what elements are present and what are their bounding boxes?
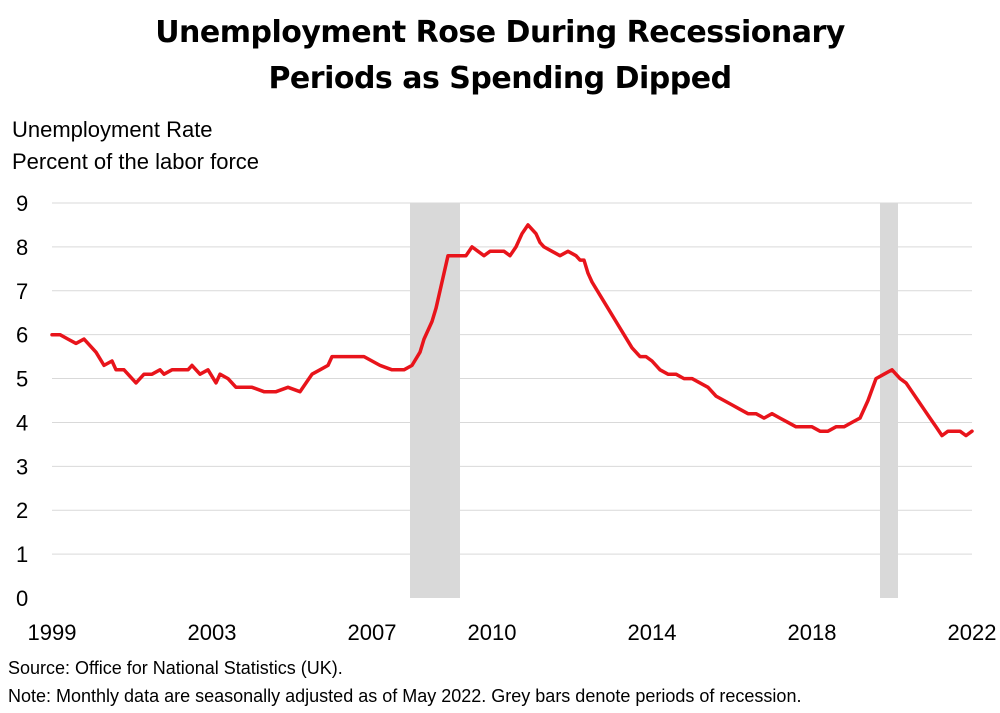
series-layer: [50, 223, 974, 438]
y-tick-label-9: 9: [16, 191, 28, 216]
x-tick-label-2018: 2018: [788, 620, 837, 645]
footnote: Note: Monthly data are seasonally adjust…: [8, 686, 802, 706]
y-tick-label-7: 7: [16, 279, 28, 304]
x-tick-label-1999: 1999: [28, 620, 77, 645]
source-note: Source: Office for National Statistics (…: [8, 658, 343, 678]
x-tick-label-2007: 2007: [348, 620, 397, 645]
x-tick-label-2014: 2014: [628, 620, 677, 645]
y-tick-label-4: 4: [16, 410, 28, 435]
y-tick-label-2: 2: [16, 498, 28, 523]
gridlines: [52, 202, 972, 555]
y-tick-label-5: 5: [16, 367, 28, 392]
y-axis-label-line-2: Percent of the labor force: [12, 149, 260, 174]
chart-title-line-1: Unemployment Rose During Recessionary: [155, 15, 845, 50]
y-axis-label-line-1: Unemployment Rate: [12, 117, 213, 142]
x-tick-label-2010: 2010: [468, 620, 517, 645]
recession-bands: [410, 203, 898, 598]
y-tick-label-1: 1: [16, 542, 28, 567]
x-tick-label-2003: 2003: [188, 620, 237, 645]
series-line-1: [50, 223, 974, 438]
chart-title: Unemployment Rose During Recessionary Pe…: [0, 10, 1000, 102]
x-axis-ticks: 1999 2003 2007 2010 2014 2018 2022: [28, 620, 997, 645]
recession-band-1: [410, 203, 460, 598]
y-axis-ticks: 0 1 2 3 4 5 6 7 8 9: [16, 191, 28, 611]
y-tick-label-6: 6: [16, 323, 28, 348]
recession-band-2: [880, 203, 898, 598]
x-tick-label-2022: 2022: [948, 620, 997, 645]
y-tick-label-8: 8: [16, 235, 28, 260]
y-tick-label-3: 3: [16, 454, 28, 479]
y-tick-label-0: 0: [16, 586, 28, 611]
chart-title-line-2: Periods as Spending Dipped: [268, 61, 732, 96]
